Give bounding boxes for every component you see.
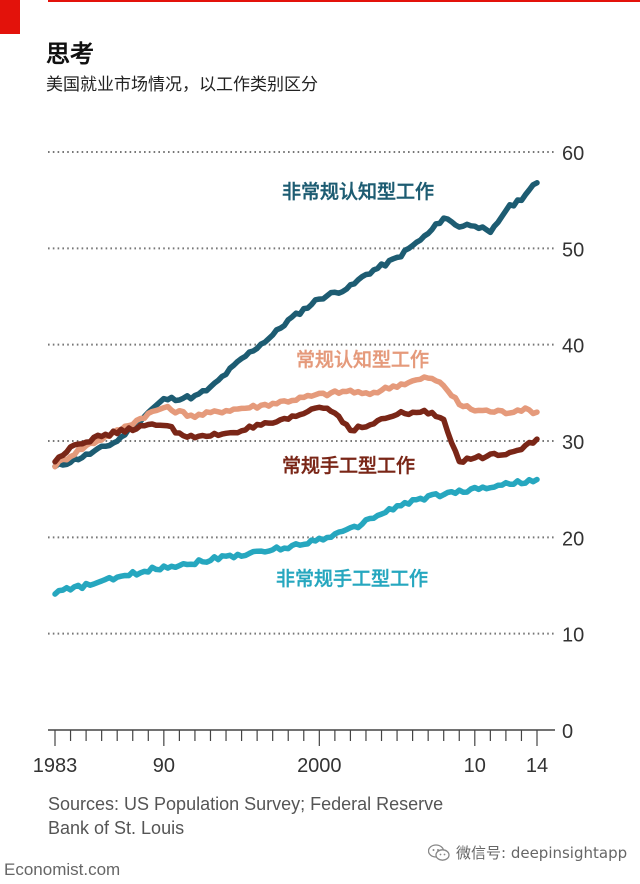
- series-line-2: [52, 374, 540, 470]
- sources-note: Sources: US Population Survey; Federal R…: [48, 794, 444, 838]
- series-label-1: 非常规认知型工作: [282, 180, 434, 203]
- chart-title: 思考: [46, 40, 94, 68]
- wechat-id-text: 微信号: deepinsightapp: [456, 844, 628, 862]
- y-tick-label-30: 30: [562, 432, 584, 454]
- x-tick-label-10: 10: [464, 755, 486, 777]
- grid-lines: [48, 151, 555, 731]
- top-rule: [48, 0, 640, 2]
- series-label-2: 常规认知型工作: [296, 348, 429, 371]
- y-tick-label-40: 40: [562, 336, 584, 358]
- brand-label: Economist.com: [4, 860, 121, 879]
- y-tick-label-10: 10: [562, 625, 584, 647]
- x-tick-label-1983: 1983: [33, 755, 78, 777]
- line-chart: 0 10 20 30 40 50 60 1983 90 2000 10 14 非常规认知型工作常规认…: [33, 143, 585, 777]
- series-line-3: [52, 404, 540, 465]
- y-tick-label-20: 20: [562, 528, 584, 550]
- wechat-icon: [428, 843, 450, 861]
- brand-red-tab: [0, 0, 20, 34]
- series-lines: [52, 180, 540, 597]
- series-label-4: 非常规手工型工作: [276, 567, 428, 590]
- x-tick-label-2000: 2000: [297, 755, 342, 777]
- wechat-id: 微信号: deepinsightapp: [428, 842, 627, 863]
- series-label-3: 常规手工型工作: [282, 454, 415, 477]
- chart-subtitle: 美国就业市场情况，以工作类别区分: [46, 75, 318, 95]
- y-tick-label-60: 60: [562, 143, 584, 165]
- x-tick-label-14: 14: [526, 755, 548, 777]
- y-tick-label-0: 0: [562, 721, 573, 743]
- series-line-4: [52, 476, 540, 597]
- y-tick-label-50: 50: [562, 239, 584, 261]
- x-tick-label-90: 90: [153, 755, 175, 777]
- x-axis: 1983 90 2000 10 14: [33, 730, 548, 777]
- y-axis-labels: 0 10 20 30 40 50 60: [562, 143, 584, 743]
